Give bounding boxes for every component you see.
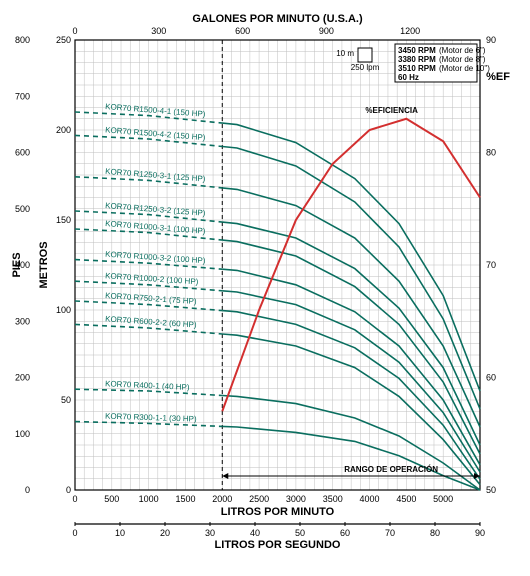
x-bottom1-label: LITROS POR MINUTO <box>221 506 335 518</box>
svg-text:50: 50 <box>295 528 305 538</box>
svg-text:200: 200 <box>15 373 30 383</box>
rpm-line-detail: (Motor de 8") <box>439 55 486 64</box>
rpm-line-detail: (Motor de 6") <box>439 46 486 55</box>
svg-text:2500: 2500 <box>249 494 269 504</box>
svg-text:300: 300 <box>15 316 30 326</box>
svg-text:600: 600 <box>235 26 250 36</box>
svg-text:1000: 1000 <box>139 494 159 504</box>
efficiency-label: %EFICIENCIA <box>365 106 418 115</box>
svg-text:60: 60 <box>340 528 350 538</box>
svg-text:600: 600 <box>15 148 30 158</box>
range-label: RANGO DE OPERACIÓN <box>344 465 438 474</box>
svg-text:4500: 4500 <box>396 494 416 504</box>
svg-text:150: 150 <box>56 215 71 225</box>
svg-text:3500: 3500 <box>323 494 343 504</box>
svg-text:70: 70 <box>385 528 395 538</box>
rpm-line-detail: (Motor de 10") <box>439 64 490 73</box>
chart-svg: 03006009001200GALONES POR MINUTO (U.S.A.… <box>10 10 520 566</box>
svg-text:90: 90 <box>486 35 496 45</box>
svg-text:250: 250 <box>56 35 71 45</box>
scale-lpm: 250 lpm <box>351 63 380 72</box>
x-top-label: GALONES POR MINUTO (U.S.A.) <box>192 13 363 25</box>
svg-text:1500: 1500 <box>175 494 195 504</box>
svg-text:80: 80 <box>486 148 496 158</box>
svg-text:500: 500 <box>104 494 119 504</box>
svg-text:50: 50 <box>486 485 496 495</box>
rpm-line: 3510 RPM <box>398 64 436 73</box>
svg-text:0: 0 <box>25 485 30 495</box>
svg-text:10: 10 <box>115 528 125 538</box>
svg-text:40: 40 <box>250 528 260 538</box>
svg-text:2000: 2000 <box>212 494 232 504</box>
svg-text:0: 0 <box>72 528 77 538</box>
svg-text:0: 0 <box>72 494 77 504</box>
x-bottom2-label: LITROS POR SEGUNDO <box>215 539 341 551</box>
scale-box <box>358 48 372 62</box>
svg-text:90: 90 <box>475 528 485 538</box>
svg-text:4000: 4000 <box>360 494 380 504</box>
svg-text:70: 70 <box>486 260 496 270</box>
scale-m: 10 m <box>336 49 354 58</box>
svg-text:500: 500 <box>15 204 30 214</box>
svg-text:100: 100 <box>15 429 30 439</box>
svg-text:900: 900 <box>319 26 334 36</box>
svg-text:1200: 1200 <box>400 26 420 36</box>
svg-text:3000: 3000 <box>286 494 306 504</box>
svg-text:800: 800 <box>15 35 30 45</box>
svg-text:30: 30 <box>205 528 215 538</box>
y-pies-label: PIES <box>11 252 23 277</box>
svg-text:100: 100 <box>56 305 71 315</box>
svg-text:200: 200 <box>56 125 71 135</box>
svg-text:0: 0 <box>66 485 71 495</box>
svg-text:5000: 5000 <box>433 494 453 504</box>
y-metros-label: METROS <box>38 241 50 288</box>
svg-text:700: 700 <box>15 91 30 101</box>
rpm-line: 3450 RPM <box>398 46 436 55</box>
svg-text:300: 300 <box>151 26 166 36</box>
pump-performance-chart: 03006009001200GALONES POR MINUTO (U.S.A.… <box>10 10 520 566</box>
rpm-line: 3380 RPM <box>398 55 436 64</box>
svg-text:20: 20 <box>160 528 170 538</box>
svg-text:0: 0 <box>72 26 77 36</box>
svg-text:60: 60 <box>486 373 496 383</box>
svg-text:50: 50 <box>61 395 71 405</box>
svg-text:80: 80 <box>430 528 440 538</box>
rpm-line: 60 Hz <box>398 73 419 82</box>
